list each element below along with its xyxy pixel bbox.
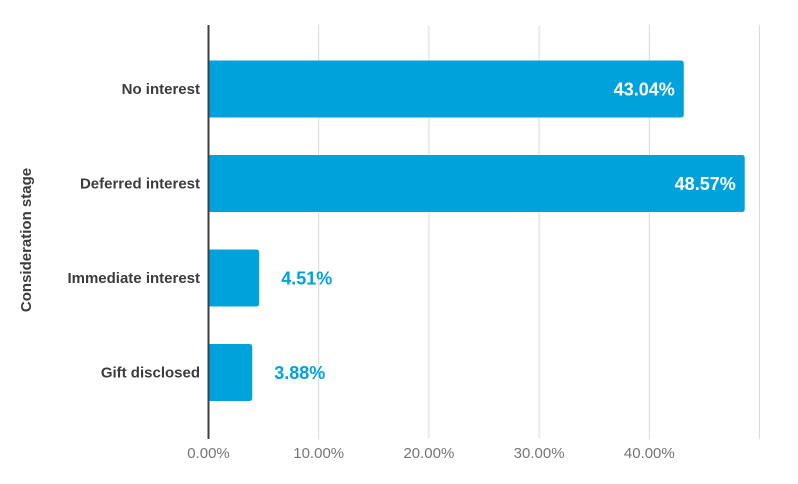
bar (209, 344, 253, 401)
bar-value-label: 4.51% (281, 269, 332, 289)
bar (209, 155, 745, 212)
bar-value-label: 48.57% (675, 174, 736, 194)
x-tick-label: 40.00% (624, 445, 675, 462)
bar (209, 60, 684, 118)
category-label: Gift disclosed (101, 365, 200, 382)
x-tick-label: 0.00% (187, 445, 230, 462)
y-axis-title: Consideration stage (18, 168, 35, 312)
bar-value-label: 43.04% (614, 80, 675, 100)
category-label: Deferred interest (80, 176, 200, 193)
bar-value-label: 3.88% (274, 363, 325, 383)
bar (209, 249, 260, 307)
x-tick-label: 10.00% (293, 445, 344, 462)
category-label: Immediate interest (67, 270, 200, 287)
category-label: No interest (122, 81, 200, 98)
x-tick-label: 30.00% (514, 445, 565, 462)
x-tick-label: 20.00% (403, 445, 454, 462)
